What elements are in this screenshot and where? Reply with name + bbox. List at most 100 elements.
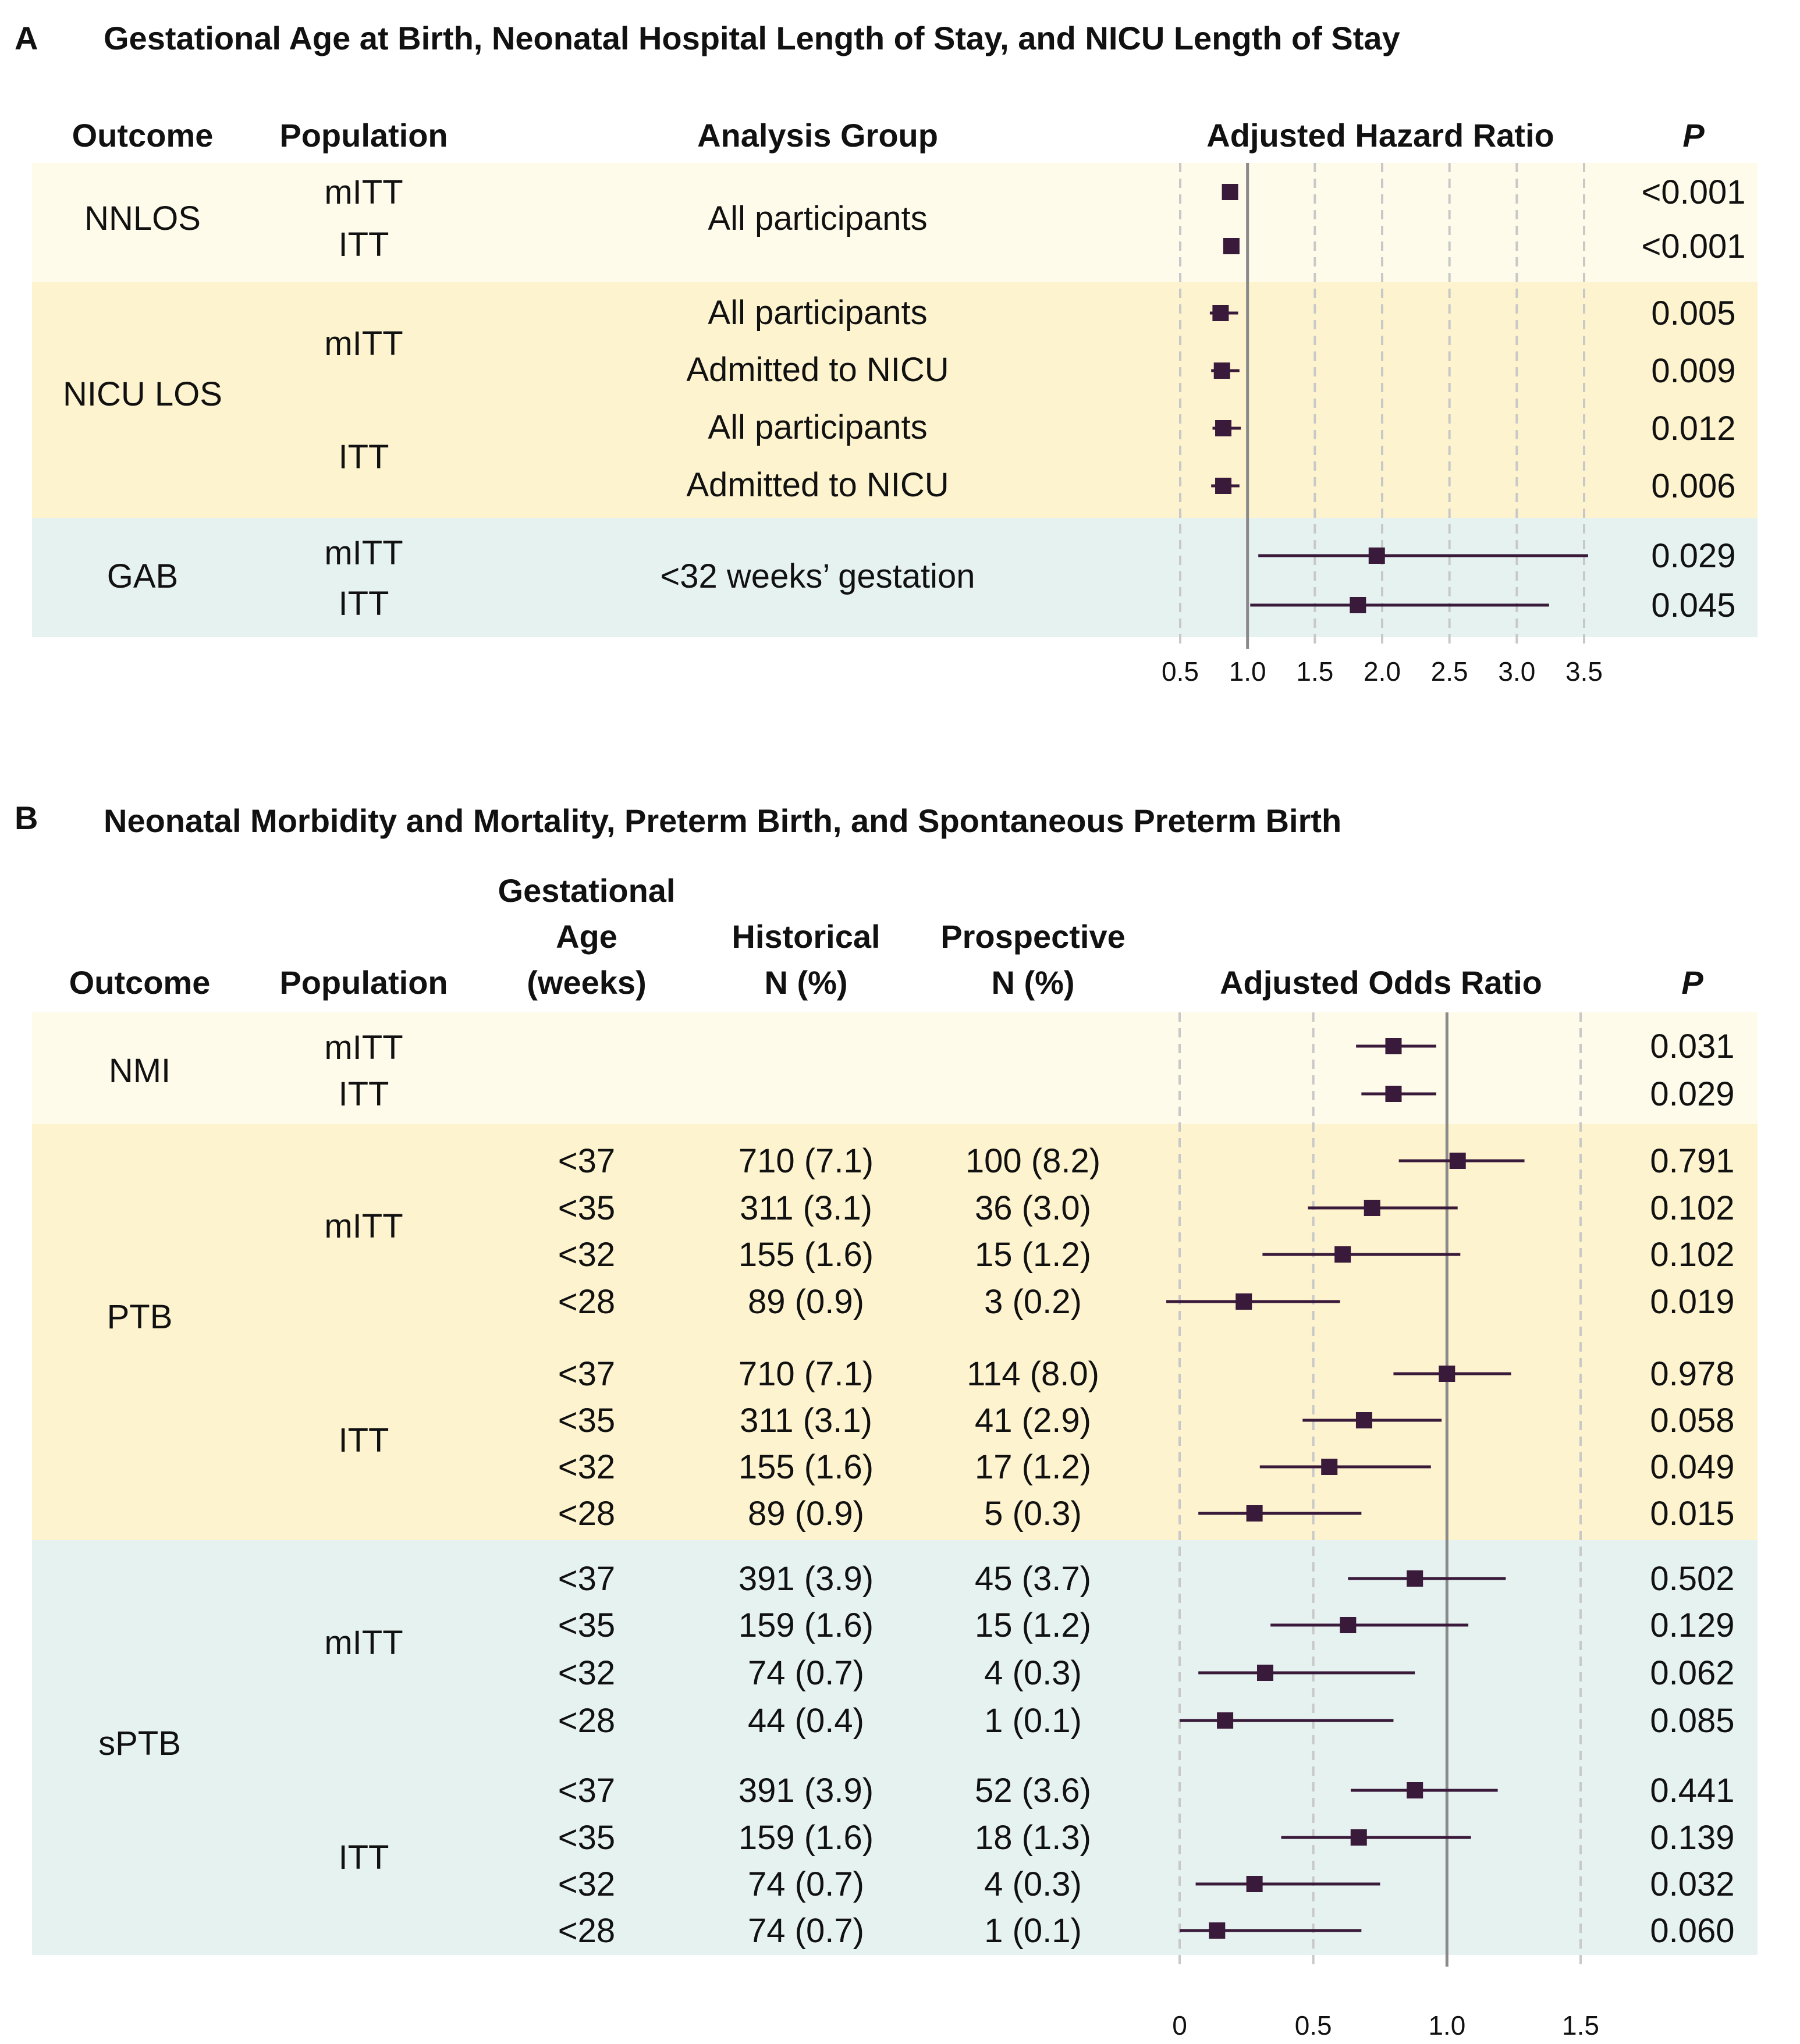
prospective-n-label: 41 (2.9) (975, 1402, 1091, 1439)
population-label: mITT (324, 1624, 403, 1662)
analysis-group-label: Admitted to NICU (686, 466, 949, 504)
historical-n-label: 391 (3.9) (739, 1772, 874, 1810)
p-value: 0.012 (1651, 410, 1735, 447)
prospective-n-label: 1 (0.1) (984, 1702, 1082, 1740)
p-value: 0.085 (1650, 1702, 1734, 1740)
gestational-age-label: <32 (558, 1865, 615, 1903)
gestational-age-label: <32 (558, 1236, 615, 1274)
header-outcome: Outcome (69, 964, 211, 1001)
band-gab (32, 518, 1758, 637)
historical-n-label: 710 (7.1) (739, 1355, 874, 1393)
historical-n-label: 155 (1.6) (739, 1448, 874, 1486)
gestational-age-label: <37 (558, 1772, 615, 1810)
p-value: 0.978 (1650, 1355, 1734, 1393)
forest-plot-hazard-ratio: 0.5 1.0 1.5 2.0 2.5 3.0 3.5 <0.001 <0.001 0.005 0.… (1162, 163, 1746, 687)
gestational-age-label: <32 (558, 1654, 615, 1692)
prospective-n-label: 36 (3.0) (975, 1189, 1091, 1227)
header-prospective: Prospective (940, 918, 1126, 955)
p-value: 0.058 (1650, 1402, 1734, 1439)
population-label: mITT (324, 534, 403, 572)
p-value: 0.129 (1650, 1606, 1734, 1644)
header-population: Population (279, 964, 448, 1001)
p-value: <0.001 (1641, 173, 1745, 211)
p-value: 0.031 (1650, 1028, 1734, 1065)
point-estimate (1217, 1712, 1234, 1729)
point-estimate (1334, 1246, 1351, 1263)
p-value: 0.015 (1650, 1495, 1734, 1533)
x-tick-label: 1.5 (1562, 2010, 1599, 2041)
p-value: 0.441 (1650, 1772, 1734, 1810)
historical-n-label: 391 (3.9) (739, 1560, 874, 1598)
population-label: ITT (339, 1075, 389, 1113)
analysis-group-label: All participants (708, 408, 927, 446)
panel-b-letter: B (15, 799, 38, 836)
x-tick-label: 1.0 (1428, 2010, 1465, 2041)
p-value: 0.009 (1651, 352, 1735, 390)
point-estimate (1449, 1153, 1466, 1169)
historical-n-label: 74 (0.7) (748, 1912, 864, 1950)
gestational-age-label: <35 (558, 1819, 615, 1857)
p-value: 0.005 (1651, 294, 1735, 332)
population-label: mITT (324, 173, 403, 211)
gestational-age-label: <28 (558, 1702, 615, 1740)
gestational-age-label: <37 (558, 1142, 615, 1180)
header-prospective: N (%) (991, 964, 1074, 1001)
population-label: ITT (339, 585, 389, 623)
band-nnlos (32, 163, 1758, 282)
historical-n-label: 74 (0.7) (748, 1865, 864, 1903)
point-estimate (1212, 305, 1229, 321)
band-sptb (32, 1540, 1758, 1955)
x-tick-label: 2.5 (1431, 656, 1468, 687)
outcome-ptb: PTB (107, 1298, 173, 1336)
analysis-group-label: Admitted to NICU (686, 351, 949, 389)
point-estimate (1364, 1200, 1380, 1216)
historical-n-label: 159 (1.6) (739, 1819, 874, 1857)
population-label: ITT (339, 438, 389, 476)
prospective-n-label: 1 (0.1) (984, 1912, 1082, 1950)
panel-a-title: Gestational Age at Birth, Neonatal Hospi… (104, 20, 1400, 56)
point-estimate (1256, 1665, 1273, 1681)
x-tick-label: 2.0 (1364, 656, 1401, 687)
prospective-n-label: 114 (8.0) (967, 1355, 1099, 1393)
historical-n-label: 710 (7.1) (739, 1142, 874, 1180)
p-value: 0.032 (1650, 1865, 1734, 1903)
population-label: mITT (324, 325, 403, 362)
x-tick-label: 3.0 (1498, 656, 1535, 687)
point-estimate (1213, 362, 1230, 379)
analysis-group-label: All participants (708, 294, 927, 332)
point-estimate (1385, 1038, 1402, 1054)
header-historical: N (%) (764, 964, 847, 1001)
header-outcome: Outcome (72, 117, 214, 154)
prospective-n-label: 17 (1.2) (975, 1448, 1091, 1486)
prospective-n-label: 5 (0.3) (984, 1495, 1082, 1533)
p-value: 0.006 (1651, 467, 1735, 505)
header-population: Population (279, 117, 448, 154)
gestational-age-label: <35 (558, 1189, 615, 1227)
header-adjusted-hazard-ratio: Adjusted Hazard Ratio (1206, 117, 1554, 154)
point-estimate (1223, 238, 1240, 254)
gestational-age-label: <28 (558, 1495, 615, 1533)
prospective-n-label: 4 (0.3) (984, 1865, 1082, 1903)
gestational-age-label: <35 (558, 1606, 615, 1644)
prospective-n-label: 45 (3.7) (975, 1560, 1091, 1598)
x-tick-label: 1.0 (1229, 656, 1266, 687)
prospective-n-label: 18 (1.3) (975, 1819, 1091, 1857)
point-estimate (1407, 1782, 1423, 1798)
gestational-age-label: <35 (558, 1402, 615, 1439)
outcome-nmi: NMI (109, 1052, 171, 1090)
historical-n-label: 159 (1.6) (739, 1606, 874, 1644)
point-estimate (1340, 1617, 1357, 1633)
p-value: 0.049 (1650, 1448, 1734, 1486)
x-tick-label: 0.5 (1295, 2010, 1332, 2041)
point-estimate (1235, 1293, 1252, 1310)
prospective-n-label: 15 (1.2) (975, 1606, 1091, 1644)
point-estimate (1215, 420, 1232, 436)
x-tick-label: 0 (1172, 2010, 1187, 2041)
population-label: ITT (339, 1421, 389, 1459)
population-label: ITT (339, 1839, 389, 1876)
header-gestational-age: Age (556, 918, 617, 955)
band-ptb (32, 1124, 1758, 1540)
point-estimate (1368, 548, 1385, 564)
point-estimate (1407, 1570, 1423, 1587)
historical-n-label: 44 (0.4) (748, 1702, 864, 1740)
